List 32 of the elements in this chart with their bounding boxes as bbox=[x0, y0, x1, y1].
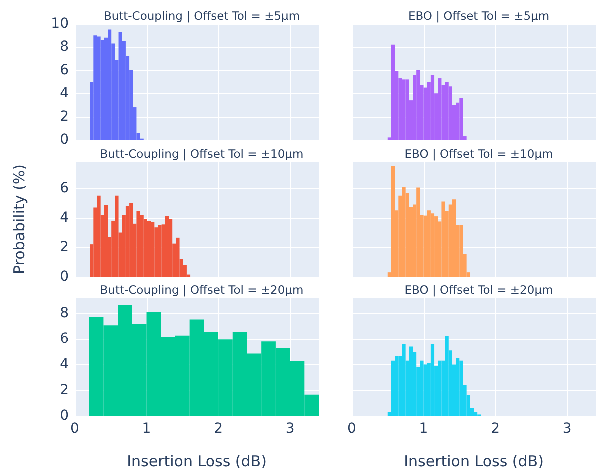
x-tick-label: 0 bbox=[348, 421, 356, 437]
y-tick-label: 2 bbox=[60, 382, 69, 398]
x-tick-label: 2 bbox=[491, 421, 500, 437]
chart-title: EBO | Offset Tol = ±5μm bbox=[408, 9, 550, 23]
y-tick-label: 0 bbox=[60, 269, 69, 285]
y-tick-label: 6 bbox=[60, 62, 70, 78]
chart-title: Butt-Coupling | Offset Tol = ±20μm bbox=[100, 283, 304, 297]
y-tick-label: 2 bbox=[60, 108, 69, 125]
y-tick-label: 8 bbox=[60, 305, 69, 322]
x-tick-label: 1 bbox=[142, 421, 152, 437]
chart-title: EBO | Offset Tol = ±20μm bbox=[404, 283, 554, 297]
chart-title: Butt-Coupling | Offset Tol = ±5μm bbox=[104, 9, 300, 23]
x-tick-label: 3 bbox=[562, 421, 572, 437]
y-tick-label: 6 bbox=[60, 331, 70, 348]
chart-title: EBO | Offset Tol = ±10μm bbox=[404, 147, 554, 161]
y-tick-label: 10 bbox=[51, 16, 69, 32]
y-tick-label: 0 bbox=[60, 132, 69, 148]
y-tick-label: 4 bbox=[60, 210, 70, 226]
y-tick-label: 4 bbox=[60, 356, 70, 373]
x-tick-label: 3 bbox=[286, 421, 295, 437]
x-tick-label: 1 bbox=[419, 421, 428, 437]
x-tick-label: 0 bbox=[70, 421, 80, 437]
y-tick-label: 2 bbox=[60, 240, 69, 256]
x-axis-title: Insertion Loss (dB) bbox=[127, 452, 267, 470]
y-axis-title: Probability (%) bbox=[10, 164, 28, 275]
y-tick-label: 0 bbox=[60, 408, 69, 424]
x-axis-title: Insertion Loss (dB) bbox=[404, 452, 544, 470]
chart-title: Butt-Coupling | Offset Tol = ±10μm bbox=[100, 147, 304, 161]
x-tick-label: 2 bbox=[214, 421, 223, 437]
y-tick-label: 4 bbox=[60, 86, 70, 102]
y-tick-label: 6 bbox=[60, 180, 70, 197]
y-tick-label: 8 bbox=[60, 39, 69, 56]
